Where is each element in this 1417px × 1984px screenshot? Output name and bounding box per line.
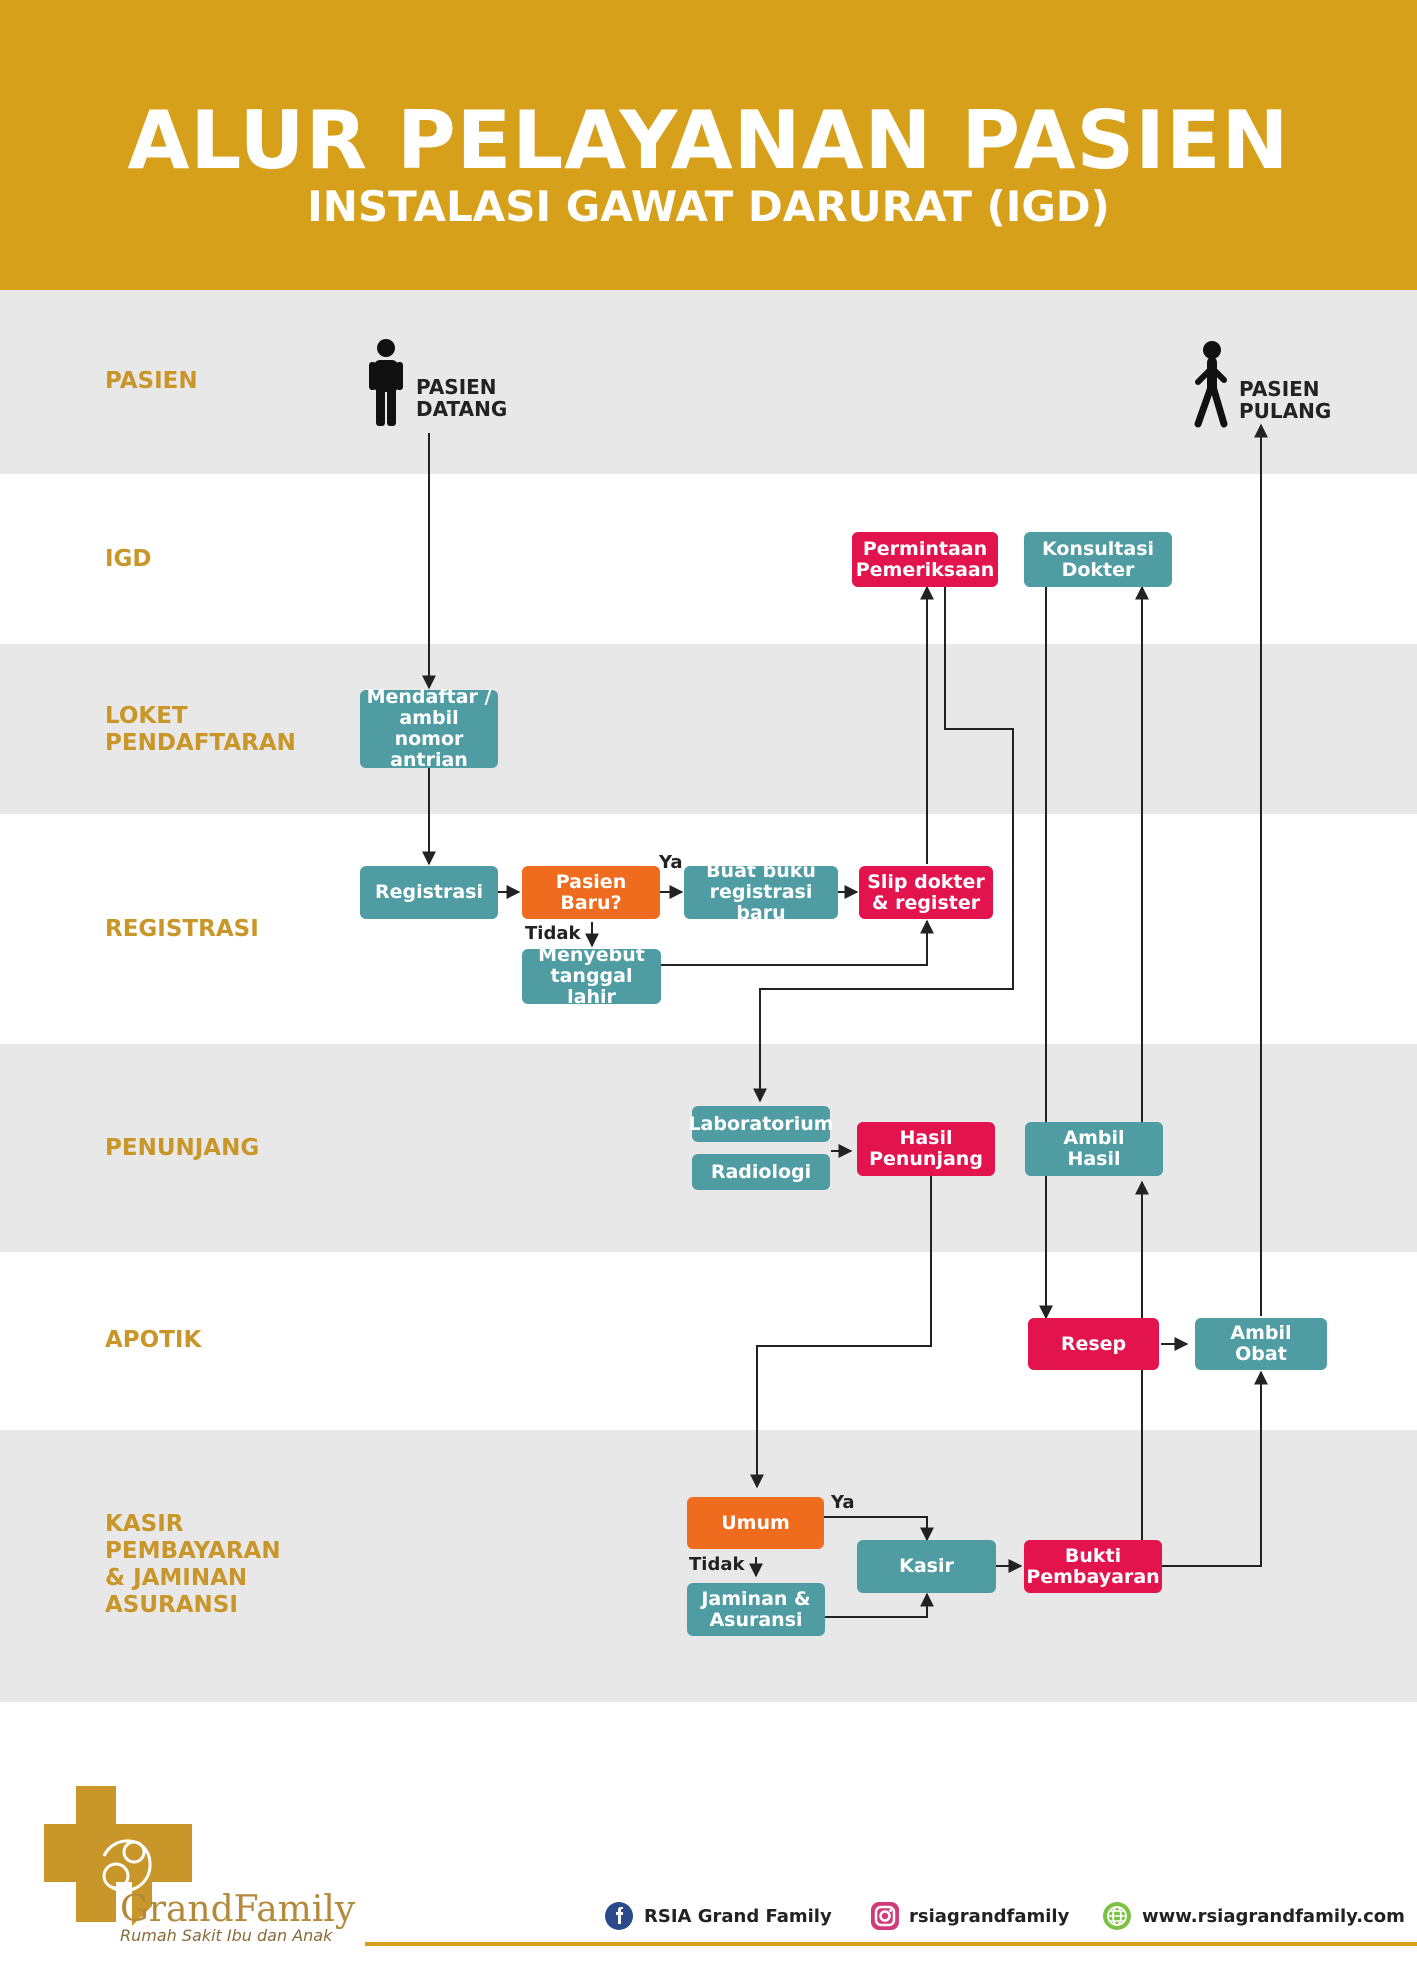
slip-dokter-box: Slip dokter & register bbox=[859, 866, 993, 919]
lane-label-penunjang: PENUNJANG bbox=[105, 1135, 260, 1161]
permintaan-pemeriksaan-box: Permintaan Pemeriksaan bbox=[852, 532, 998, 587]
grandfamily-logo-icon bbox=[44, 1786, 192, 1926]
lane-band-penunjang bbox=[0, 1044, 1417, 1252]
jaminan-asuransi-box: Jaminan & Asuransi bbox=[687, 1583, 825, 1636]
globe-icon bbox=[1103, 1902, 1131, 1930]
pasien-baru-decision: Pasien Baru? bbox=[522, 866, 660, 919]
lane-label-kasir-pembayaran: KASIR PEMBAYARAN & JAMINAN ASURANSI bbox=[105, 1511, 281, 1618]
logo-tagline: Rumah Sakit Ibu dan Anak bbox=[120, 1926, 333, 1945]
instagram-icon bbox=[871, 1902, 899, 1930]
lane-label-igd: IGD bbox=[105, 546, 152, 572]
pasien-pulang-label: PASIEN PULANG bbox=[1239, 377, 1332, 423]
website-url: www.rsiagrandfamily.com bbox=[1142, 1906, 1405, 1927]
ambil-obat-box: Ambil Obat bbox=[1195, 1318, 1327, 1370]
lane-band-pasien bbox=[0, 290, 1417, 474]
bukti-pembayaran-box: Bukti Pembayaran bbox=[1024, 1540, 1162, 1593]
registrasi-box: Registrasi bbox=[360, 866, 498, 919]
lane-band-registrasi bbox=[0, 814, 1417, 1044]
tidak-label-kasir: Tidak bbox=[689, 1554, 745, 1575]
facebook-handle: RSIA Grand Family bbox=[644, 1906, 832, 1927]
menyebut-tanggal-lahir-box: Menyebut tanggal lahir bbox=[522, 945, 661, 1008]
logo-brand: GrandFamily bbox=[120, 1889, 356, 1930]
arrow-hasil-to-umum bbox=[750, 1176, 932, 1489]
footer-divider bbox=[365, 1942, 1417, 1946]
standing-person-icon bbox=[369, 339, 403, 426]
arrow-umum-ya-to-kasir bbox=[824, 1516, 934, 1542]
ambil-hasil-box: Ambil Hasil bbox=[1025, 1122, 1163, 1176]
mendaftar-box: Mendaftar / ambil nomor antrian bbox=[360, 687, 498, 771]
laboratorium-box: Laboratorium bbox=[688, 1106, 834, 1142]
ya-label-kasir: Ya bbox=[831, 1492, 855, 1513]
header-banner bbox=[0, 0, 1417, 290]
hasil-penunjang-box: Hasil Penunjang bbox=[857, 1122, 995, 1176]
tidak-label-registrasi: Tidak bbox=[525, 923, 581, 944]
arrow-menyebut-to-slip bbox=[661, 919, 934, 966]
instagram-handle: rsiagrandfamily bbox=[909, 1906, 1070, 1927]
lane-band-igd bbox=[0, 474, 1417, 644]
lane-label-registrasi: REGISTRASI bbox=[105, 916, 259, 942]
facebook-icon bbox=[605, 1902, 633, 1930]
lane-band-loket bbox=[0, 644, 1417, 814]
arrow-jaminan-to-kasir bbox=[825, 1592, 934, 1618]
konsultasi-dokter-box: Konsultasi Dokter bbox=[1024, 532, 1172, 587]
arrow-permintaan-to-laboratorium bbox=[753, 587, 1014, 1103]
ya-label-registrasi: Ya bbox=[659, 852, 683, 873]
lane-label-apotik: APOTIK bbox=[105, 1327, 202, 1353]
page-subtitle: INSTALASI GAWAT DARURAT (IGD) bbox=[307, 182, 1110, 231]
arrow-bukti-to-ambil-obat bbox=[1162, 1370, 1268, 1567]
lane-label-pasien: PASIEN bbox=[105, 368, 198, 394]
umum-box: Umum bbox=[687, 1497, 824, 1549]
page-title: ALUR PELAYANAN PASIEN bbox=[127, 94, 1290, 187]
lane-label-loket-pendaftaran: LOKET PENDAFTARAN bbox=[105, 703, 296, 756]
radiologi-box: Radiologi bbox=[692, 1154, 830, 1190]
pasien-datang-label: PASIEN DATANG bbox=[416, 375, 508, 421]
kasir-box: Kasir bbox=[857, 1540, 996, 1593]
resep-box: Resep bbox=[1028, 1318, 1159, 1370]
buat-buku-registrasi-box: Buat buku registrasi baru bbox=[684, 861, 838, 924]
walking-person-icon bbox=[1194, 341, 1228, 428]
